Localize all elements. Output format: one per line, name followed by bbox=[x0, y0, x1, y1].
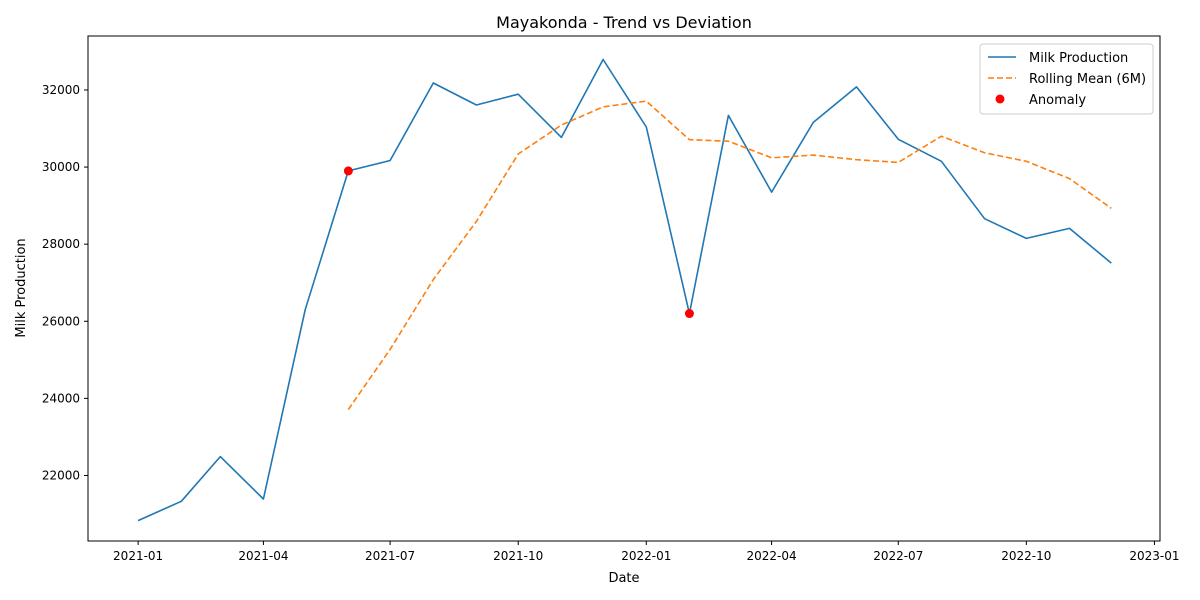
plot-frame bbox=[87, 35, 1161, 542]
y-axis-label: Milk Production bbox=[14, 238, 29, 337]
x-tick-label: 2022-01 bbox=[621, 549, 671, 563]
chart-title: Mayakonda - Trend vs Deviation bbox=[496, 13, 752, 32]
x-tick-label: 2022-10 bbox=[1001, 549, 1051, 563]
x-tick-label: 2021-01 bbox=[113, 549, 163, 563]
legend-box bbox=[979, 43, 1154, 115]
x-axis: 2021-01 2021-04 2021-07 2021-10 2022-01 2022-… bbox=[113, 541, 1180, 563]
y-tick-label: 32000 bbox=[42, 83, 80, 97]
legend-marker-anomaly bbox=[995, 94, 1005, 104]
y-tick-label: 26000 bbox=[42, 314, 80, 328]
anomaly-point bbox=[684, 309, 694, 319]
x-tick-label: 2021-10 bbox=[493, 549, 543, 563]
y-axis: 22000 24000 26000 28000 30000 32000 bbox=[42, 83, 88, 482]
x-tick-label: 2021-04 bbox=[238, 549, 288, 563]
y-tick-label: 22000 bbox=[42, 468, 80, 482]
milk-production-line bbox=[137, 58, 1112, 522]
y-tick-label: 30000 bbox=[42, 160, 80, 174]
x-tick-label: 2023-01 bbox=[1129, 549, 1179, 563]
anomaly-point bbox=[343, 166, 353, 176]
y-tick-label: 28000 bbox=[42, 237, 80, 251]
legend: Milk Production Rolling Mean (6M) Anomaly bbox=[979, 43, 1154, 115]
x-tick-label: 2022-07 bbox=[873, 549, 923, 563]
legend-label: Rolling Mean (6M) bbox=[1029, 72, 1146, 87]
x-axis-label: Date bbox=[608, 571, 639, 586]
plot-area bbox=[137, 58, 1112, 522]
legend-label: Milk Production bbox=[1029, 51, 1128, 66]
x-tick-label: 2021-07 bbox=[365, 549, 415, 563]
y-tick-label: 24000 bbox=[42, 391, 80, 405]
x-tick-label: 2022-04 bbox=[747, 549, 797, 563]
legend-label: Anomaly bbox=[1029, 93, 1086, 108]
rolling-mean-line bbox=[347, 100, 1112, 410]
